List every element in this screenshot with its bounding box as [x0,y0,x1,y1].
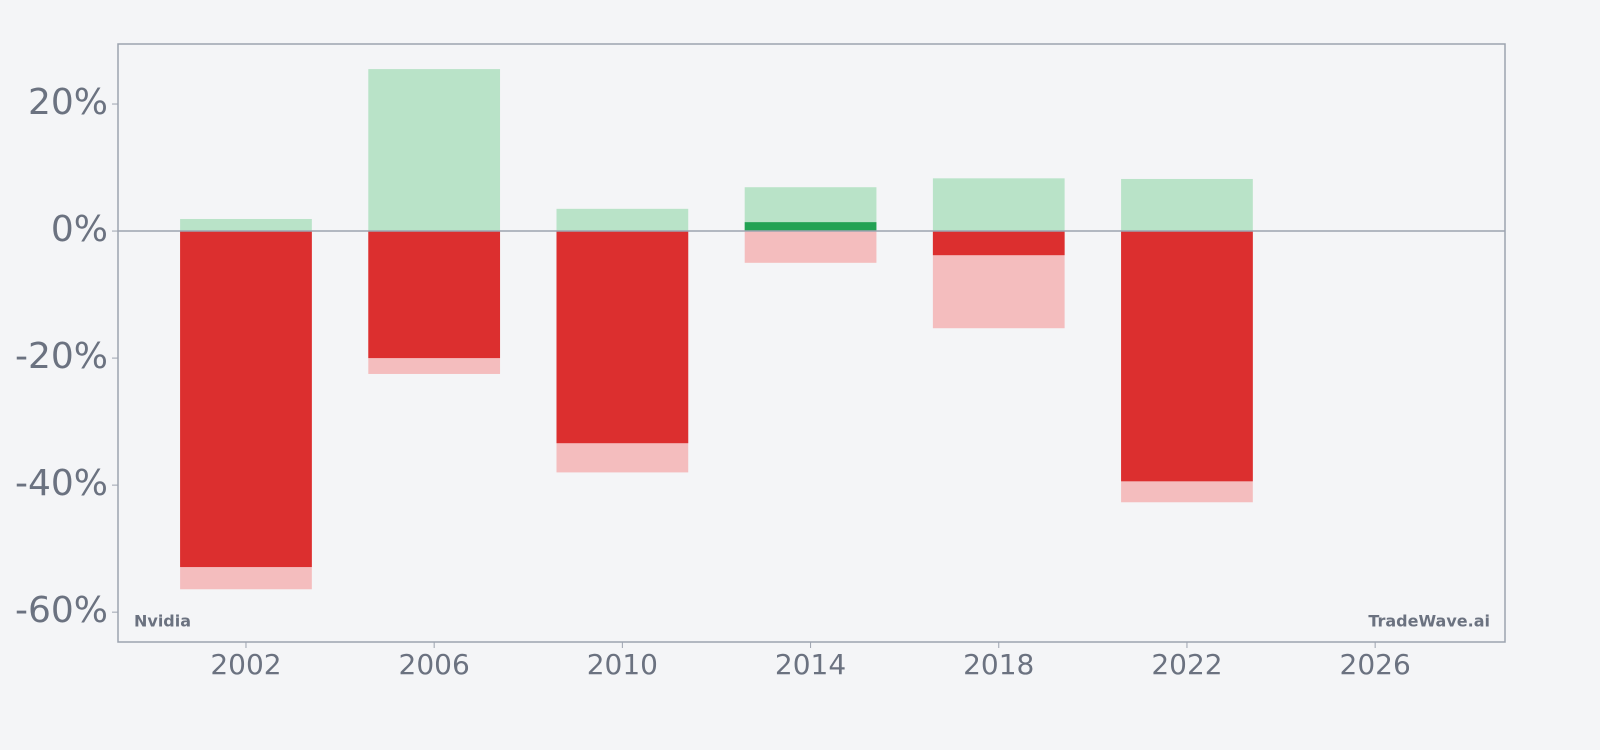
bar [368,69,501,232]
x-tick-label: 2018 [963,648,1034,681]
annotation: Nvidia [134,612,191,631]
bar [744,222,877,232]
bar [368,231,501,359]
bar [1121,231,1253,482]
bar [180,218,312,232]
bar [556,231,689,444]
y-tick-label: 0% [51,209,108,250]
y-tick-label: -40% [15,463,108,504]
x-tick-label: 2026 [1340,648,1411,681]
bar [180,231,312,568]
plot-frame [117,43,1506,643]
annotation: TradeWave.ai [1368,612,1490,631]
y-tick-label: 20% [28,82,108,123]
bar [1121,178,1253,232]
bar [556,208,689,232]
bar [744,231,877,263]
bar [932,178,1065,232]
bar [932,231,1065,256]
x-tick-label: 2014 [775,648,846,681]
x-tick-label: 2022 [1151,648,1222,681]
x-tick-label: 2006 [399,648,470,681]
y-tick-label: -20% [15,336,108,377]
y-tick-label: -60% [15,590,108,631]
x-tick-label: 2002 [210,648,281,681]
x-tick-label: 2010 [587,648,658,681]
